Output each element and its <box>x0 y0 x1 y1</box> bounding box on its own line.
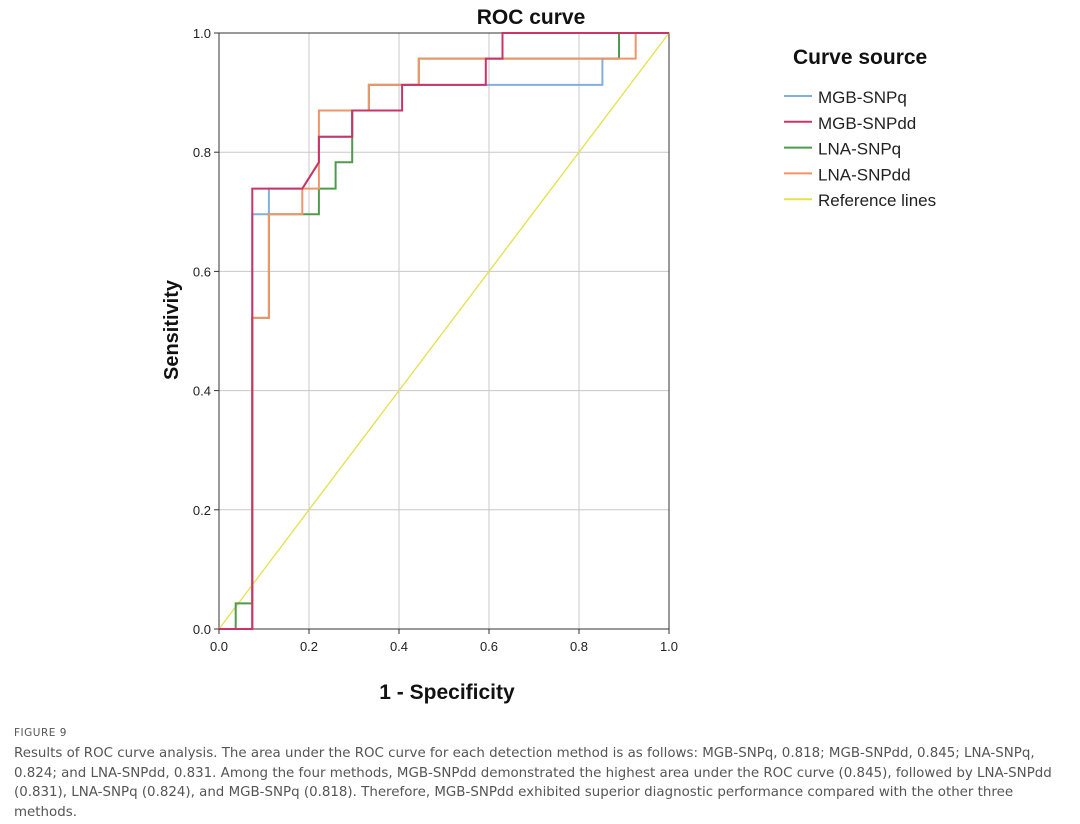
x-tick-label: 0.4 <box>390 639 408 654</box>
legend-entry: MGB-SNPq <box>818 88 907 107</box>
figure-caption-text: Results of ROC curve analysis. The area … <box>14 746 1052 820</box>
legend-entry: Reference lines <box>818 191 936 210</box>
x-tick-label: 0.2 <box>300 639 318 654</box>
figure-label: FIGURE 9 <box>14 727 67 739</box>
grid <box>219 33 669 629</box>
plot-frame <box>218 32 670 630</box>
legend-entry: MGB-SNPdd <box>818 114 916 133</box>
y-axis-label: Sensitivity <box>161 279 183 380</box>
series-line-reference-lines <box>218 32 670 630</box>
roc-chart: 0.0 0.2 0.4 0.6 0.8 1.0 0.0 0.2 0.4 0.6 0.8 1.0 ROC… <box>161 6 936 704</box>
chart-title: ROC curve <box>477 6 586 29</box>
y-tick-label: 0.4 <box>193 384 211 399</box>
ticks: 0.0 0.2 0.4 0.6 0.8 1.0 0.0 0.2 0.4 0.6 0.8 1.0 <box>193 26 678 654</box>
x-axis-label: 1 - Specificity <box>379 681 515 704</box>
x-tick-label: 0.0 <box>210 639 228 654</box>
x-tick-label: 0.6 <box>480 639 498 654</box>
x-tick-label: 0.8 <box>570 639 588 654</box>
y-tick-label: 0.0 <box>193 622 211 637</box>
legend-entry: LNA-SNPdd <box>818 165 911 184</box>
y-tick-label: 0.8 <box>193 145 211 160</box>
y-tick-label: 0.2 <box>193 503 211 518</box>
y-tick-label: 1.0 <box>193 26 211 41</box>
legend-title: Curve source <box>793 46 927 69</box>
curves <box>218 32 670 630</box>
legend-entry: LNA-SNPq <box>818 140 901 159</box>
series-line-mgb-snpdd <box>219 32 669 630</box>
y-tick-label: 0.6 <box>193 264 211 279</box>
x-tick-label: 1.0 <box>660 639 678 654</box>
legend: MGB-SNPq MGB-SNPdd LNA-SNPq LNA-SNPdd Refere… <box>784 88 936 210</box>
figure-caption: FIGURE 9 Results of ROC curve analysis. … <box>14 727 1066 822</box>
